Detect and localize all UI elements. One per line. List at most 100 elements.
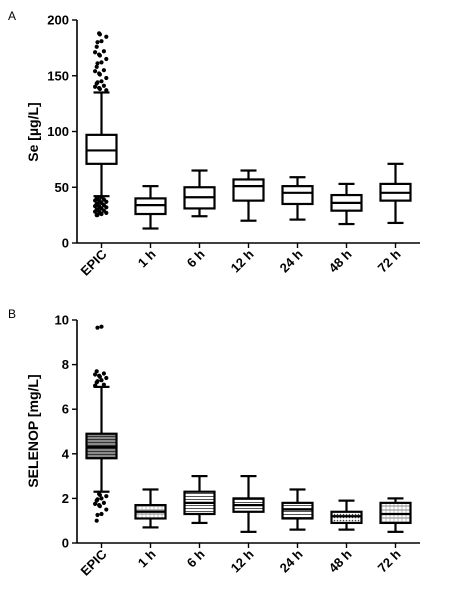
x-tick-label: EPIC	[78, 546, 110, 578]
outlier-point	[101, 382, 106, 387]
outlier-point	[95, 80, 100, 85]
outlier-point	[99, 511, 104, 517]
x-tick-label: 12 h	[228, 246, 257, 275]
panel-letter-a: A	[8, 9, 16, 23]
outlier-point	[101, 83, 106, 88]
outlier-point	[94, 369, 99, 374]
y-tick-label: 0	[62, 236, 69, 251]
outlier-point	[93, 69, 98, 74]
outlier-point	[95, 40, 100, 45]
outlier-point	[95, 497, 100, 502]
outlier-point	[104, 494, 109, 499]
outlier-point	[95, 379, 100, 384]
box-6h	[183, 475, 216, 525]
box-1h	[134, 185, 167, 230]
x-tick-label: 6 h	[184, 246, 208, 270]
outlier-point	[95, 61, 100, 66]
x-tick-label: 1 h	[135, 546, 159, 570]
outlier-point	[95, 325, 100, 330]
outlier-point	[101, 500, 106, 505]
boxes-b	[85, 324, 412, 533]
box-12h	[232, 169, 265, 222]
box-12h	[232, 475, 265, 533]
outlier-point	[94, 44, 99, 49]
box-72h	[379, 497, 412, 533]
outlier-point	[101, 68, 106, 73]
x-tick-label: 24 h	[277, 546, 306, 575]
iqr-box	[232, 178, 265, 202]
outlier-point	[97, 503, 102, 509]
box-24h	[281, 176, 314, 221]
y-tick-label: 6	[62, 402, 69, 417]
outlier-point	[97, 205, 102, 210]
box-24h	[281, 488, 314, 531]
outlier-point	[99, 39, 104, 44]
outlier-point	[99, 79, 104, 84]
y-tick-label: 150	[47, 68, 69, 83]
box-6h	[183, 169, 216, 218]
iqr-box	[379, 501, 412, 525]
outlier-point	[93, 50, 98, 55]
x-tick-label: EPIC	[78, 246, 110, 278]
outlier-point	[94, 518, 99, 523]
x-tick-label: 48 h	[326, 246, 355, 275]
outlier-point	[97, 374, 102, 379]
boxes-a	[85, 31, 412, 230]
iqr-box	[281, 185, 314, 206]
iqr-box	[85, 133, 118, 165]
x-tick-label: 1 h	[135, 246, 159, 270]
outlier-point	[97, 199, 102, 204]
x-tick-label: 72 h	[375, 546, 404, 575]
iqr-box	[85, 432, 118, 460]
panel-b: B SELENOP [mg/L] 0 2 4 6 8 10 EPIC 1 h 6 h 12 h 24…	[8, 307, 420, 579]
outlier-point	[93, 372, 98, 377]
outlier-point	[97, 86, 102, 92]
box-EPIC	[85, 324, 118, 523]
outlier-point	[99, 324, 104, 329]
outlier-point	[104, 34, 109, 39]
box-EPIC	[85, 31, 118, 218]
outlier-point	[97, 210, 102, 215]
box-72h	[379, 162, 412, 225]
y-tick-label: 50	[55, 180, 69, 195]
y-tick-label: 200	[47, 13, 69, 28]
y-axis-label-b: SELENOP [mg/L]	[25, 374, 41, 487]
box-48h	[330, 182, 363, 226]
iqr-box	[134, 197, 167, 216]
y-tick-label: 100	[47, 124, 69, 139]
outlier-point	[101, 49, 106, 54]
y-tick-label: 4	[62, 446, 70, 461]
x-tick-label: 12 h	[228, 546, 257, 575]
outlier-point	[99, 60, 104, 65]
x-tick-label: 6 h	[184, 546, 208, 570]
outlier-point	[97, 53, 102, 58]
outlier-point	[104, 375, 109, 381]
outlier-point	[97, 72, 102, 77]
outlier-point	[93, 501, 98, 506]
panel-letter-b: B	[8, 307, 16, 321]
outlier-point	[99, 195, 104, 200]
outlier-point	[97, 32, 102, 37]
outlier-point	[94, 64, 99, 69]
iqr-box	[330, 510, 363, 525]
y-tick-label: 2	[62, 491, 69, 506]
y-axis-label-a: Se [µg/L]	[25, 102, 41, 161]
box-1h	[134, 488, 167, 529]
x-tick-label: 72 h	[375, 246, 404, 275]
x-tick-label: 48 h	[326, 546, 355, 575]
box-48h	[330, 499, 363, 531]
outlier-point	[101, 371, 106, 376]
y-tick-label: 0	[62, 536, 69, 551]
outlier-point	[95, 196, 100, 201]
outlier-point	[99, 378, 104, 383]
panel-a: A Se [µg/L] 0 50 100 150 200 EPIC 1 h 6 h 12 h 24…	[8, 9, 420, 279]
outlier-point	[95, 512, 100, 518]
outlier-point	[99, 496, 104, 501]
outlier-point	[104, 75, 109, 81]
y-tick-label: 8	[62, 357, 69, 372]
outlier-point	[104, 88, 109, 93]
outlier-point	[104, 56, 109, 62]
iqr-box	[281, 501, 314, 520]
outlier-point	[93, 84, 98, 89]
